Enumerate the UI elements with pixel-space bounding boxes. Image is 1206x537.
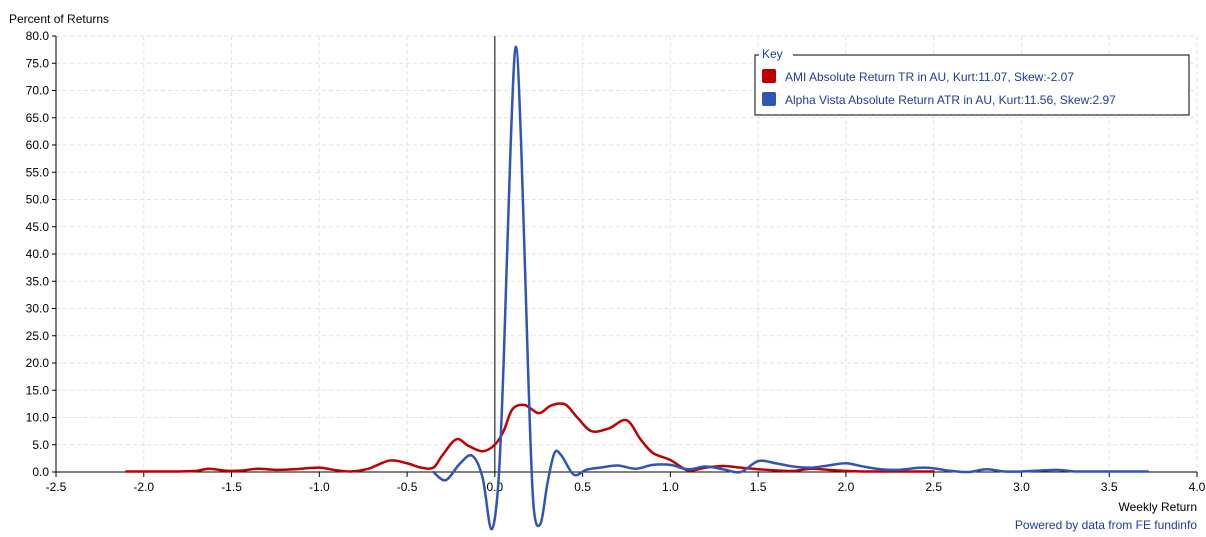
- series-line-1: [124, 402, 935, 473]
- y-tick-label: 10.0: [26, 411, 50, 425]
- x-tick-label: 0.5: [574, 480, 591, 494]
- x-tick-label: -0.5: [397, 480, 418, 494]
- y-tick-label: 55.0: [26, 165, 50, 179]
- x-tick-label: 2.0: [838, 480, 855, 494]
- x-tick-label: -1.0: [309, 480, 330, 494]
- y-tick-label: 25.0: [26, 329, 50, 343]
- series-line-2: [432, 45, 1150, 531]
- x-tick-label: 3.0: [1013, 480, 1030, 494]
- x-tick-label: 1.5: [750, 480, 767, 494]
- legend-title: Key: [762, 47, 783, 61]
- x-axis-title: Weekly Return: [1119, 500, 1197, 514]
- x-tick-label: 1.0: [662, 480, 679, 494]
- x-tick-label: 4.0: [1189, 480, 1206, 494]
- axes: 0.0 5.0 10.0 15.0 20.0 25.0 30.0 35.0 40.0 45.0 50…: [26, 29, 1206, 494]
- data-credit: Powered by data from FE fundinfo: [1015, 518, 1197, 532]
- x-tick-label: 2.5: [925, 480, 942, 494]
- y-tick-label: 15.0: [26, 383, 50, 397]
- y-axis-title: Percent of Returns: [9, 12, 109, 26]
- series-lines: [124, 45, 1150, 531]
- y-tick-label: 20.0: [26, 356, 50, 370]
- legend-box: [754, 54, 1190, 116]
- x-tick-label: -1.5: [221, 480, 242, 494]
- x-tick-label: 0.0: [487, 480, 504, 494]
- y-tick-label: 40.0: [26, 247, 50, 261]
- x-tick-label: 3.5: [1101, 480, 1118, 494]
- y-tick-label: 60.0: [26, 138, 50, 152]
- y-tick-label: 30.0: [26, 302, 50, 316]
- legend-swatch-1: [762, 69, 776, 83]
- y-tick-label: 75.0: [26, 56, 50, 70]
- legend-label-1: AMI Absolute Return TR in AU, Kurt:11.07…: [785, 70, 1074, 84]
- x-tick-label: -2.0: [133, 480, 154, 494]
- y-tick-label: 50.0: [26, 193, 50, 207]
- y-tick-label: 65.0: [26, 111, 50, 125]
- y-tick-label: 80.0: [26, 29, 50, 43]
- y-tick-label: 35.0: [26, 274, 50, 288]
- legend-label-2: Alpha Vista Absolute Return ATR in AU, K…: [785, 93, 1116, 107]
- y-tick-label: 0.0: [32, 465, 49, 479]
- legend: Key AMI Absolute Return TR in AU, Kurt:1…: [754, 47, 1190, 116]
- legend-swatch-2: [762, 92, 776, 106]
- x-tick-label: -2.5: [46, 480, 67, 494]
- y-tick-label: 5.0: [32, 438, 49, 452]
- y-tick-label: 70.0: [26, 84, 50, 98]
- legend-title-backdrop: [759, 47, 793, 61]
- y-tick-label: 45.0: [26, 220, 50, 234]
